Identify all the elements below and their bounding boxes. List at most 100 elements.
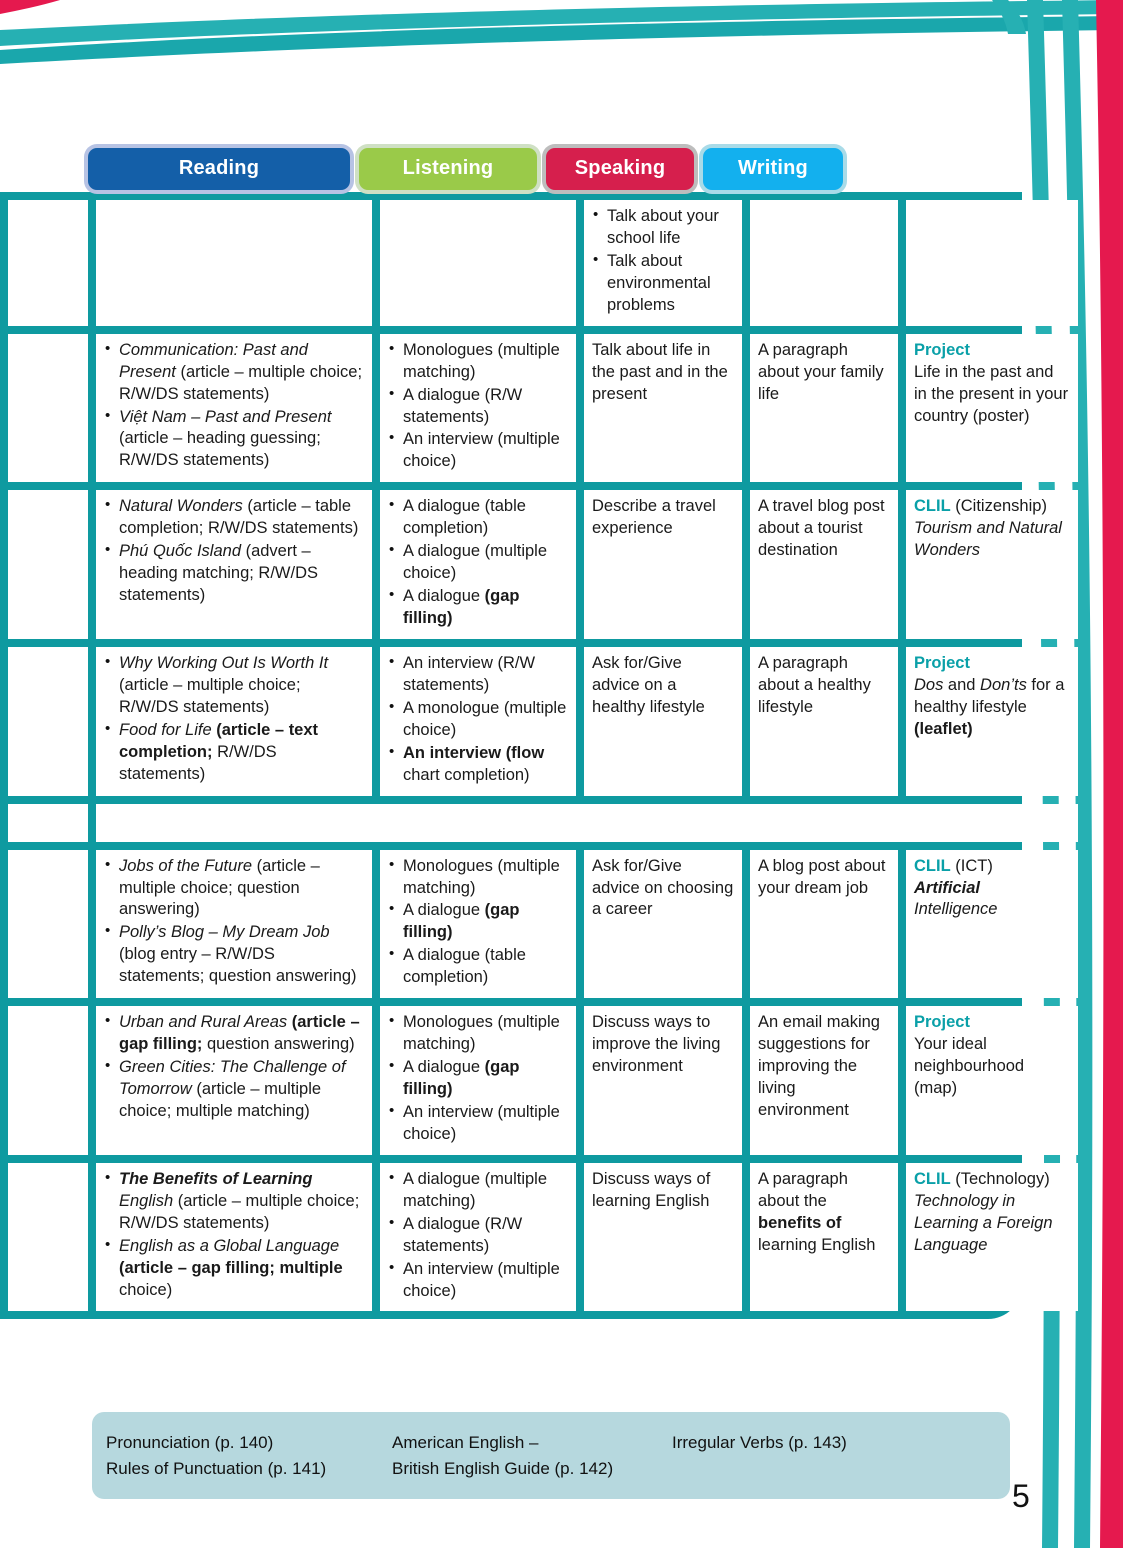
cell-speaking: Describe a travel experience [584, 490, 742, 639]
item-list: Jobs of the Future (article – multiple c… [104, 855, 364, 989]
list-item: Talk about environmental problems [592, 250, 734, 317]
plain-text: (blog entry – R/W/DS statements; questio… [119, 945, 357, 986]
cell-text: Discuss ways to improve the living envir… [592, 1012, 734, 1078]
item-list: Communication: Past and Present (article… [104, 339, 364, 473]
cell-writing: A paragraph about your family life [750, 333, 898, 483]
plain-text: An email making suggestions for improvin… [758, 1013, 880, 1119]
item-list: Monologues (multiple matching)A dialogue… [388, 1011, 568, 1146]
footer-item[interactable]: American English – [392, 1433, 539, 1452]
list-item: Monologues (multiple matching) [388, 1011, 568, 1056]
italic-text: Green Cities: The Challenge of Tomorrow [119, 1058, 346, 1098]
cell-listening: An interview (R/W statements)A monologue… [380, 646, 576, 796]
italic-text: Phú Quốc Island [119, 542, 241, 561]
italic-text: Urban and Rural Areas [119, 1013, 288, 1032]
plain-text: Talk about your school life [607, 207, 719, 247]
category-label: Project [914, 340, 970, 359]
italic-text: Technology in Learning a Foreign Languag… [914, 1191, 1053, 1254]
plain-text: Ask for/Give advice on a healthy lifesty… [592, 653, 705, 716]
plain-text: (Technology) [950, 1169, 1050, 1188]
plain-text: A paragraph about your family life [758, 340, 884, 403]
list-item: Communication: Past and Present (article… [104, 339, 364, 406]
plain-text: A dialogue (R/W statements) [403, 385, 523, 426]
bold-text: benefits of [758, 1213, 842, 1232]
item-list: Why Working Out Is Worth It (article – m… [104, 652, 364, 786]
plain-text: A dialogue (table completion) [403, 497, 526, 538]
list-item: Green Cities: The Challenge of Tomorrow … [104, 1056, 364, 1123]
cell-writing [750, 200, 898, 326]
row-gutter [8, 333, 88, 483]
cell-text: Discuss ways of learning English [592, 1169, 734, 1213]
cell-text: Ask for/Give advice on a healthy lifesty… [592, 653, 734, 719]
row-gutter [8, 646, 88, 796]
cell-writing: An email making suggestions for improvin… [750, 1006, 898, 1155]
cell-listening: A dialogue (multiple matching)A dialogue… [380, 1162, 576, 1312]
syllabus-grid: Talk about your school lifeTalk about en… [0, 192, 1078, 1320]
list-item: A dialogue (multiple choice) [388, 540, 568, 585]
plain-text: Life in the past and in the present in y… [914, 362, 1069, 425]
plain-text: An interview (multiple choice) [403, 1102, 560, 1143]
plain-text: (advert – heading matching; R/W/DS state… [119, 542, 319, 605]
cell-reading: Jobs of the Future (article – multiple c… [96, 849, 372, 999]
plain-text: (article – multiple choice; multiple mat… [119, 1080, 322, 1120]
cell-project-clil: CLIL (Technology) Technology in Learning … [906, 1162, 1078, 1312]
cell-project-clil: CLIL (ICT) Artificial Intelligence [906, 849, 1078, 999]
row-gutter [8, 200, 88, 326]
italic-text: English as a Global Language [119, 1236, 340, 1255]
plain-text: Talk about life in the past and in the p… [592, 340, 728, 403]
cell-writing: A paragraph about the benefits of learni… [750, 1162, 898, 1312]
plain-text: (article – multiple choice; R/W/DS state… [119, 675, 301, 716]
item-list: The Benefits of Learning English (articl… [104, 1168, 364, 1302]
plain-text: Your ideal neighbourhood (map) [914, 1035, 1025, 1097]
plain-text: An interview (multiple choice) [403, 430, 560, 471]
italic-text: Communication: Past and Present [119, 340, 308, 381]
category-label: CLIL [914, 497, 951, 516]
italic-text: Intelligence [914, 900, 998, 919]
cell-listening: Monologues (multiple matching)A dialogue… [380, 333, 576, 483]
tab-writing[interactable]: Writing [703, 148, 843, 190]
footer-item[interactable]: Rules of Punctuation (p. 141) [106, 1459, 327, 1479]
tab-listening[interactable]: Listening [359, 148, 537, 190]
footer-column-american-english: American English – British English Guide… [392, 1430, 672, 1483]
table-row: Natural Wonders (article – table complet… [8, 490, 1078, 639]
italic-text: Jobs of the Future [119, 856, 252, 875]
row-gutter [8, 1162, 88, 1312]
cell-project-clil: Project Your ideal neighbourhood (map) [906, 1006, 1078, 1155]
item-list: Monologues (multiple matching)A dialogue… [388, 339, 568, 474]
bold-text: (article – gap filling; multiple [119, 1258, 343, 1277]
footer-column-pronunciation: Pronunciation (p. 140) Rules of Punctuat… [92, 1430, 392, 1483]
plain-text: Discuss ways of learning English [592, 1169, 711, 1210]
footer-item[interactable]: British English Guide (p. 142) [392, 1459, 614, 1479]
cell-text: Talk about life in the past and in the p… [592, 340, 734, 406]
list-item: A monologue (multiple choice) [388, 697, 568, 742]
cell-speaking: Talk about your school lifeTalk about en… [584, 200, 742, 326]
plain-text: (article – multiple choice; question ans… [119, 856, 320, 919]
bold-text: (leaflet) [914, 719, 973, 738]
category-label: Project [914, 1013, 970, 1032]
plain-text: An interview (multiple choice) [403, 1259, 560, 1300]
plain-text: An interview (R/W statements) [403, 653, 536, 694]
bold-italic-text: Artificial [914, 878, 981, 897]
category-label: CLIL [914, 856, 951, 875]
cell-text: Project Your ideal neighbourhood (map) [914, 1012, 1070, 1100]
plain-text: (article – multiple choice; R/W/DS state… [119, 1191, 360, 1232]
item-list: An interview (R/W statements)A monologue… [388, 652, 568, 787]
footer-item[interactable]: Irregular Verbs (p. 143) [672, 1433, 847, 1452]
plain-text: Ask for/Give advice on choosing a career [592, 856, 734, 919]
plain-text: A monologue (multiple choice) [403, 698, 567, 739]
cell-text: A paragraph about a healthy lifestyle [758, 653, 890, 719]
bold-text: An interview (flow [403, 743, 545, 762]
table-row: Why Working Out Is Worth It (article – m… [8, 646, 1078, 796]
bold-italic-text: The Benefits of Learning [119, 1169, 313, 1188]
list-item: An interview (flow chart completion) [388, 742, 568, 787]
cell-text: CLIL (ICT) Artificial Intelligence [914, 856, 1070, 922]
cell-text: A paragraph about your family life [758, 340, 890, 406]
italic-text: Natural Wonders [119, 497, 243, 516]
row-gutter [8, 803, 88, 842]
cell-text: A blog post about your dream job [758, 856, 890, 900]
tab-reading[interactable]: Reading [88, 148, 350, 190]
plain-text: (ICT) [950, 856, 993, 875]
footer-item[interactable]: Pronunciation (p. 140) [106, 1433, 274, 1452]
top-brush-stroke-decoration [0, 0, 1123, 64]
tab-speaking[interactable]: Speaking [546, 148, 694, 190]
